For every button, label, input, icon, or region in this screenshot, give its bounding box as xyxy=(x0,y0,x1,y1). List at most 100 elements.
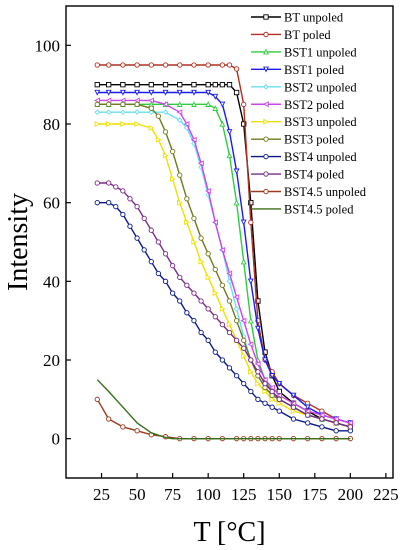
data-point xyxy=(94,121,101,127)
data-point xyxy=(255,396,261,402)
data-point xyxy=(119,89,126,96)
data-point xyxy=(333,428,339,434)
data-point xyxy=(148,124,155,131)
data-point xyxy=(134,101,140,107)
legend-swatch-marker xyxy=(263,31,269,38)
series-5 xyxy=(94,97,353,426)
data-point xyxy=(155,113,162,119)
data-point xyxy=(148,227,154,233)
data-point xyxy=(248,200,254,206)
data-point xyxy=(106,62,112,68)
data-point xyxy=(162,89,169,96)
data-point xyxy=(233,199,240,206)
data-point xyxy=(120,188,126,194)
y-tick-label: 80 xyxy=(43,115,60,134)
legend-item: BST4 unpoled xyxy=(251,150,357,164)
data-point xyxy=(347,424,353,430)
data-point xyxy=(248,388,254,395)
legend-item: BST4.5 unpoled xyxy=(251,185,367,199)
data-point xyxy=(319,416,325,422)
data-point xyxy=(226,62,233,68)
data-point xyxy=(169,262,176,269)
data-point xyxy=(155,270,162,277)
data-point xyxy=(120,62,126,68)
data-point xyxy=(276,400,283,407)
data-point xyxy=(212,290,219,297)
legend-item: BST1 unpoled xyxy=(251,45,357,59)
data-point xyxy=(269,373,276,379)
data-point xyxy=(155,136,162,143)
legend: BT unpoled BT poled BST1 unpoled BST1 poled… xyxy=(251,11,367,216)
data-point xyxy=(247,278,254,285)
data-point xyxy=(162,251,169,257)
series-line xyxy=(96,379,351,440)
data-point xyxy=(198,329,204,336)
data-point xyxy=(169,176,176,183)
legend-swatch-marker xyxy=(263,153,269,160)
data-point xyxy=(134,109,140,116)
data-point xyxy=(184,196,190,202)
data-point xyxy=(191,290,197,296)
data-point xyxy=(226,82,233,88)
data-point xyxy=(191,239,198,245)
data-point xyxy=(248,219,254,225)
data-point xyxy=(212,82,218,88)
data-point xyxy=(198,298,204,304)
legend-item: BST2 unpoled xyxy=(251,80,357,94)
data-point xyxy=(212,105,219,111)
data-point xyxy=(212,314,218,320)
data-point xyxy=(177,62,183,68)
data-point xyxy=(269,388,275,395)
legend-item: BST3 poled xyxy=(251,133,345,147)
data-point xyxy=(347,419,353,426)
data-point xyxy=(198,235,204,241)
series-8 xyxy=(94,200,353,434)
legend-swatch-marker xyxy=(263,188,269,195)
x-tick-label: 200 xyxy=(338,485,364,504)
data-point xyxy=(212,93,219,100)
data-point xyxy=(120,82,126,88)
data-point xyxy=(290,392,297,399)
data-point xyxy=(241,121,247,127)
data-point xyxy=(241,353,247,360)
data-point xyxy=(162,129,169,135)
data-point xyxy=(233,373,240,379)
data-point xyxy=(94,200,100,206)
data-point xyxy=(255,369,261,375)
data-point xyxy=(226,129,233,136)
data-point xyxy=(219,246,226,253)
data-point xyxy=(290,400,297,407)
data-point xyxy=(141,247,147,253)
data-point xyxy=(94,62,100,68)
data-point xyxy=(162,101,169,108)
legend-item: BST4.5 poled xyxy=(251,202,354,216)
data-point xyxy=(290,404,297,410)
data-point xyxy=(94,396,100,402)
data-point xyxy=(184,310,190,316)
data-point xyxy=(262,388,269,395)
data-point xyxy=(106,82,112,88)
data-point xyxy=(177,82,183,88)
data-point xyxy=(219,357,226,363)
legend-label: BST4 unpoled xyxy=(284,150,357,164)
x-tick-label: 150 xyxy=(267,485,293,504)
data-point xyxy=(133,97,140,104)
data-point xyxy=(176,117,183,123)
data-point xyxy=(176,89,183,96)
data-point xyxy=(233,66,240,72)
legend-swatch-marker xyxy=(263,136,269,142)
data-point xyxy=(120,109,126,116)
data-point xyxy=(105,109,112,116)
data-point xyxy=(94,82,100,88)
data-point xyxy=(205,337,211,343)
data-point xyxy=(162,152,169,159)
data-point xyxy=(184,282,190,288)
data-point xyxy=(219,321,226,328)
data-point xyxy=(276,388,282,395)
data-point xyxy=(212,219,218,226)
data-point xyxy=(148,109,155,116)
x-tick-label: 225 xyxy=(373,485,399,504)
data-point xyxy=(148,105,154,111)
data-point xyxy=(191,215,197,222)
legend-label: BT unpoled xyxy=(284,11,344,25)
